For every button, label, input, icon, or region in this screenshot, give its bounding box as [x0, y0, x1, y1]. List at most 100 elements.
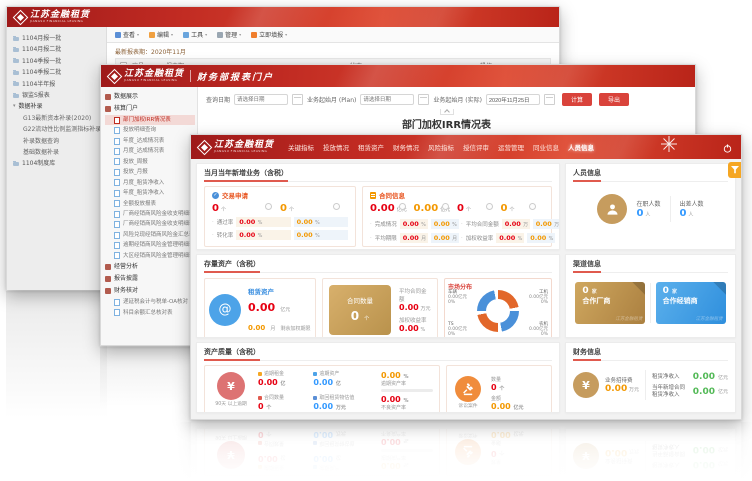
sidebar-item[interactable]: 投放_周报	[105, 157, 197, 167]
grid-icon	[105, 94, 111, 100]
kpi-chip: 0.00 %	[527, 233, 556, 243]
sidebar-section[interactable]: 报告披露	[105, 273, 197, 285]
yen-icon: ¥	[573, 442, 599, 469]
calendar-icon[interactable]	[418, 94, 430, 105]
overdue-rent: 逾期租金 0.00 亿	[258, 371, 286, 388]
sidebar-item[interactable]: 递延税会计与税单-OA核对	[105, 297, 197, 307]
power-icon[interactable]	[723, 138, 732, 157]
partner-manufacturer-card[interactable]: 0 家 合作厂商 江苏金融租赁	[575, 281, 646, 324]
sidebar-item-label: 投放_月报	[123, 169, 148, 176]
sidebar-item[interactable]: 银监S报表	[13, 90, 106, 101]
brand-logo: 江苏金融租赁 JIANGSU FINANCIAL LEASING	[191, 139, 274, 155]
sidebar-item[interactable]: 月度_达成情况表	[105, 146, 197, 156]
sidebar-section[interactable]: ▾ 数据补录	[13, 101, 106, 112]
sidebar-section[interactable]: 财务核对	[105, 285, 197, 297]
calculate-button[interactable]: 计算	[561, 93, 592, 106]
progress-bar	[380, 448, 433, 452]
menu-icon	[251, 31, 258, 38]
sidebar-section[interactable]: 数据展示	[105, 91, 197, 103]
sidebar-item[interactable]: 全额投放报表	[105, 199, 197, 209]
sidebar-item[interactable]: 投放明细查询	[105, 125, 197, 135]
calendar-icon[interactable]	[292, 94, 304, 105]
sidebar-item-selected[interactable]: 部门加权IRR情况表	[105, 115, 195, 126]
donut-label: TS 0.00亿元 0%	[448, 322, 468, 338]
at-circle-icon: @	[209, 293, 241, 326]
overdue-asset-rate: 0.00 % 逾期资产率	[380, 448, 433, 471]
sidebar-item[interactable]: 基础数据补录	[23, 148, 60, 156]
menubar-item[interactable]: 立即填报 ▾	[251, 30, 287, 39]
document-icon	[114, 189, 120, 197]
sidebar-item-label: 银监S报表	[22, 91, 50, 99]
sidebar-item[interactable]: 风险兑现经销商风险金汇总表	[105, 230, 197, 240]
start-month-plan-input[interactable]	[360, 94, 415, 105]
radio-icon[interactable]	[485, 203, 493, 210]
sidebar-item[interactable]: 1104半年报	[13, 79, 106, 90]
nav-item[interactable]: 授信评审	[463, 144, 490, 152]
partner-dealer-card[interactable]: 0 家 合作经销商 江苏金融租赁	[655, 281, 726, 324]
chevron-down-icon: ▾	[137, 32, 140, 37]
sidebar-item[interactable]: 月度_租赁净收入	[105, 178, 197, 188]
brand-diamond-icon	[12, 9, 29, 25]
menubar-item[interactable]: 编辑 ▾	[149, 30, 173, 39]
document-icon	[114, 210, 120, 218]
net-income-stat: 租赁净收入 0.00 亿元	[652, 372, 728, 383]
nav-item[interactable]: 财务情况	[393, 144, 420, 152]
menu-label: 工具	[191, 32, 204, 39]
sidebar-item[interactable]: 1104季报一批	[13, 56, 106, 67]
gavel-icon	[455, 376, 481, 403]
dashboard-left-column: 当月当年新增业务（含税） ✓ 交易申请 0 个	[196, 163, 560, 414]
sidebar-item[interactable]: G13最新资本补录(2020)	[23, 114, 92, 122]
sidebar-section[interactable]: 经营分析	[105, 261, 197, 273]
sidebar-item[interactable]: 厂商经销商风险金收支明细表	[105, 209, 197, 219]
folder-icon	[13, 69, 19, 75]
radio-icon[interactable]	[265, 203, 272, 210]
window-a-header: 江苏金融租赁 JIANGSU FINANCIAL LEASING	[7, 7, 559, 27]
sidebar-item[interactable]: 年度_达成情况表	[105, 136, 197, 146]
nav-item[interactable]: 投放情况	[323, 144, 350, 152]
menubar-item[interactable]: 工具 ▾	[183, 30, 207, 39]
calendar-icon[interactable]	[543, 94, 555, 105]
sidebar-item[interactable]: 科目余额汇总核对表	[105, 308, 197, 318]
radio-icon[interactable]	[529, 203, 536, 210]
sidebar-item[interactable]: 补录数据查询	[23, 137, 60, 145]
menubar-item[interactable]: 查看 ▾	[115, 30, 139, 39]
radio-icon[interactable]	[398, 203, 406, 210]
sidebar-item[interactable]: 逾期经销商风险金管理明细表	[105, 240, 197, 250]
sidebar-section[interactable]: 核算门户	[105, 103, 197, 115]
sidebar-item[interactable]: 大区经销商风险金管理明细表	[105, 251, 197, 261]
nav-item[interactable]: 运营管理	[498, 144, 525, 152]
sidebar-item[interactable]: 年度_租赁净收入	[105, 188, 197, 198]
radio-icon[interactable]	[442, 203, 449, 210]
grid-icon	[105, 276, 111, 283]
query-date-input[interactable]	[234, 94, 289, 105]
sidebar-item[interactable]: 1104月报一批	[13, 33, 106, 44]
filter-funnel-button[interactable]	[728, 162, 741, 178]
section-title: 渠道信息	[573, 259, 728, 273]
sidebar-item[interactable]: 1104制度库	[13, 158, 106, 169]
new-contract-income-stat: 当年新增合同租赁净收入 0.00 亿元	[652, 385, 728, 398]
sidebar-item[interactable]: 1104月报二批	[13, 44, 106, 55]
start-month-actual-input[interactable]	[485, 94, 540, 105]
radio-icon[interactable]	[333, 203, 340, 210]
sidebar-item-label: 1104季报一批	[22, 57, 62, 65]
collapse-icon[interactable]	[439, 109, 454, 115]
sidebar-item[interactable]: 1104季报二批	[13, 67, 106, 78]
chevron-down-icon: ▾	[239, 32, 242, 37]
dashboard-left-column: 当月当年新增业务（含税） ✓ 交易申请 0 个	[196, 427, 560, 481]
sidebar-item[interactable]: 投放_月报	[105, 167, 197, 177]
overdue-card: ¥ 90天 以上逾期 逾期租金 0.00 亿 逾期资产	[204, 365, 440, 413]
nav-item[interactable]: 风险指标	[428, 144, 455, 152]
kpi-value: 0 个	[457, 203, 501, 214]
overdue-asset: 逾期资产 0.00 亿	[313, 453, 341, 470]
menubar-item[interactable]: 管理 ▾	[217, 30, 241, 39]
sidebar-item[interactable]: 厂商经销商风险金收支明细表(实时)	[105, 219, 197, 229]
sidebar-item[interactable]: G22流动性比例监测指标补录	[23, 126, 102, 134]
document-icon	[114, 116, 120, 124]
nav-item-active[interactable]: 人员信息	[568, 144, 595, 152]
nav-item[interactable]: 同业信息	[533, 144, 560, 152]
yen-icon: ¥	[217, 440, 245, 469]
export-button[interactable]: 导出	[598, 93, 629, 106]
nav-item[interactable]: 租赁资产	[358, 144, 385, 152]
nav-item[interactable]: 关键指标	[288, 144, 315, 152]
